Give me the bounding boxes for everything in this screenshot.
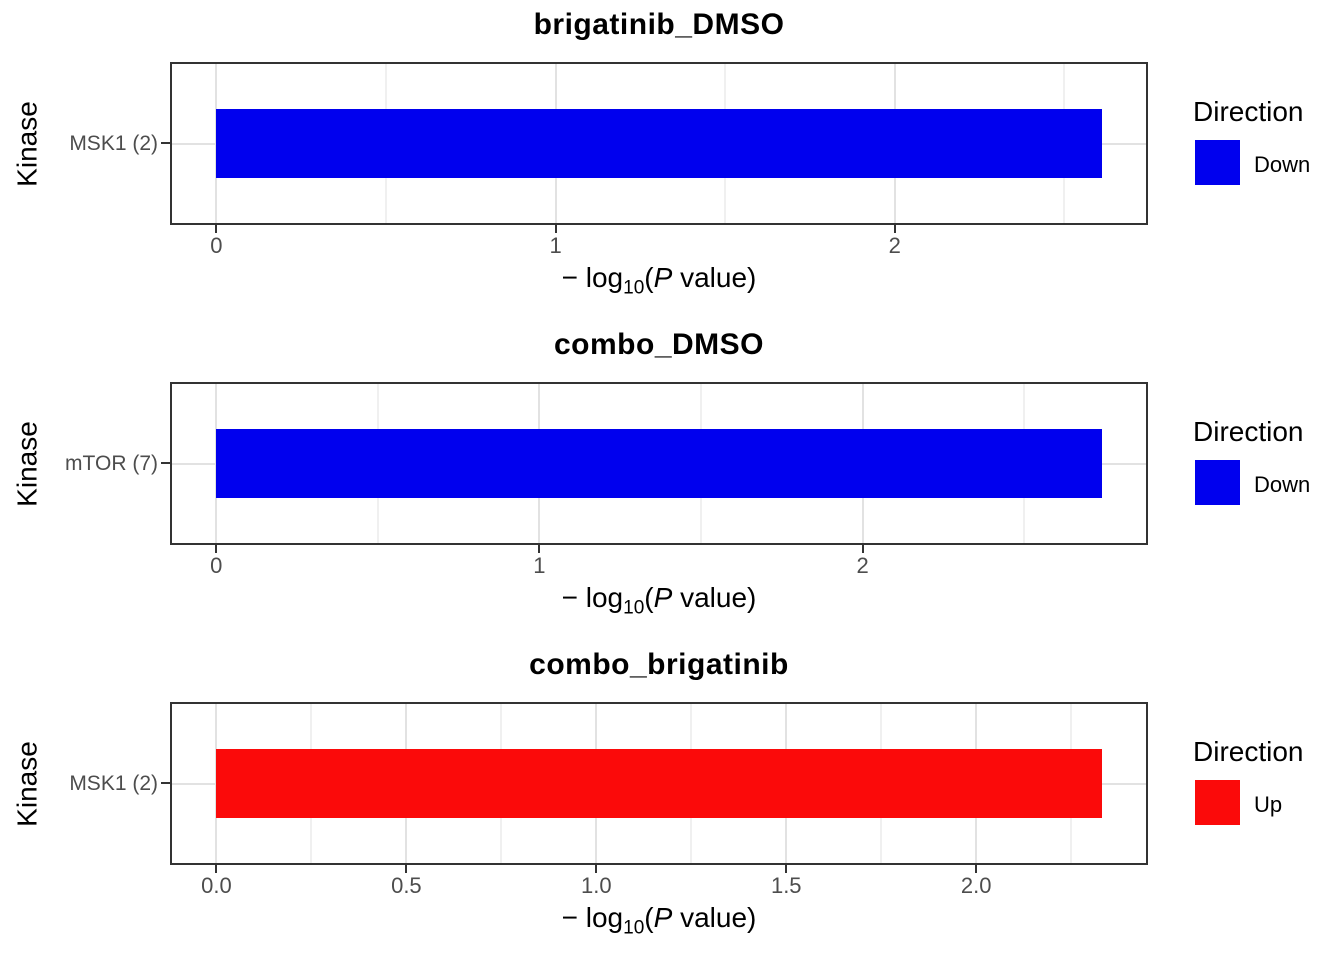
plot-area [170,382,1148,545]
bar-mtor [216,429,1102,498]
x-axis-title-p-variable: P [653,262,673,293]
legend-label: Down [1254,152,1311,177]
x-axis-title-paren: ( [644,902,654,933]
x-tick-label: 1 [549,233,562,258]
x-axis-title-text: − log [561,262,624,293]
x-axis-title-rest: value) [672,262,757,293]
legend-label: Down [1254,472,1311,497]
legend-title: Direction [1193,96,1304,127]
y-tick-mark [161,782,170,784]
legend-key-swatch [1195,140,1240,185]
y-tick-mark [161,142,170,144]
bar-msk1 [216,749,1102,818]
chart-panel-combo-brigatinib: combo_brigatinib Kinase MSK1 (2) − log10… [0,640,1344,960]
x-tick-mark [215,225,218,233]
x-tick-label: 2.0 [960,873,992,898]
category-tick-label: MSK1 (2) [69,772,158,795]
x-axis-title-p-variable: P [653,902,673,933]
x-axis-title-subscript: 10 [623,277,645,299]
y-tick-mark [161,462,170,464]
category-tick-label: MSK1 (2) [69,132,158,155]
x-axis-title: − log10(P value) [170,262,1148,300]
x-tick-mark [554,225,557,233]
category-tick-label: mTOR (7) [65,452,158,475]
x-axis-title-subscript: 10 [623,917,645,939]
x-tick-label: 0 [210,553,223,578]
x-tick-label: 1 [533,553,546,578]
legend-title: Direction [1193,416,1304,447]
x-tick-mark [893,225,896,233]
x-axis-title-rest: value) [672,902,757,933]
x-axis-title-text: − log [561,902,624,933]
legend: Direction Up [1193,736,1343,866]
legend: Direction Down [1193,416,1343,546]
x-axis-title-rest: value) [672,582,757,613]
plot-area [170,702,1148,865]
x-axis-title-paren: ( [644,582,654,613]
x-tick-label: 0.5 [391,873,422,898]
x-tick-mark [405,865,408,873]
x-tick-mark [215,545,218,553]
x-tick-label: 2 [888,233,901,258]
x-axis-title: − log10(P value) [170,582,1148,620]
legend-key-swatch [1195,460,1240,505]
panel-title: combo_brigatinib [529,648,789,681]
x-tick-label: 1.0 [581,873,612,898]
x-tick-mark [975,865,978,873]
panel-title: brigatinib_DMSO [533,8,785,41]
x-tick-mark [595,865,598,873]
chart-panel-combo-dmso: combo_DMSO Kinase mTOR (7) − log10(P val… [0,320,1344,640]
x-tick-label: 0 [210,233,223,258]
bar-msk1 [216,109,1102,178]
x-tick-label: 2 [856,553,869,578]
x-tick-label: 1.5 [770,873,802,898]
legend-label: Up [1254,792,1283,817]
x-axis-title-p-variable: P [653,582,673,613]
legend-title: Direction [1193,736,1304,767]
x-tick-mark [215,865,218,873]
x-tick-mark [785,865,788,873]
x-axis-title-text: − log [561,582,624,613]
chart-panel-brigatinib-dmso: brigatinib_DMSO Kinase MSK1 (2) − log10(… [0,0,1344,320]
legend-key-swatch [1195,780,1240,825]
x-tick-label: 0.0 [201,873,232,898]
plot-area [170,62,1148,225]
panel-title: combo_DMSO [553,328,765,361]
x-axis-title: − log10(P value) [170,902,1148,940]
x-axis-title-subscript: 10 [623,597,645,619]
x-axis-title-paren: ( [644,262,654,293]
legend: Direction Down [1193,96,1343,226]
x-tick-mark [538,545,541,553]
x-tick-mark [861,545,864,553]
